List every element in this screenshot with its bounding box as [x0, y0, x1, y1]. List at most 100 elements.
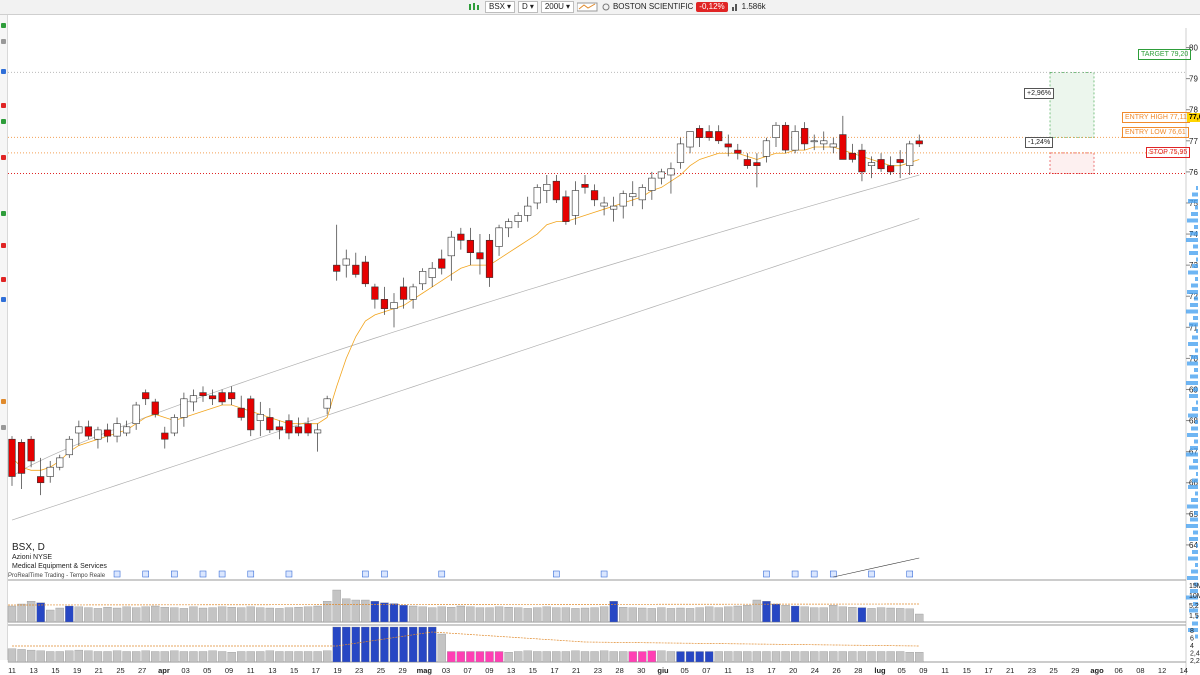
event-marker-icon: [763, 570, 770, 578]
indicator-bar: [294, 651, 303, 663]
volume-bar: [17, 603, 26, 623]
x-tick-label: 05: [203, 666, 211, 675]
settings-icon[interactable]: [602, 2, 610, 12]
axis-profile-bar: [1194, 439, 1198, 444]
symbol-timeframe: BSX, D: [12, 542, 45, 553]
candle-down: [695, 128, 704, 138]
axis-profile-bar: [1189, 465, 1198, 470]
indicator-bar: [151, 651, 160, 663]
chart-type-icon[interactable]: [468, 2, 482, 12]
volume-bar: [915, 613, 924, 623]
event-marker-icon: [438, 570, 446, 578]
price-chart[interactable]: 646566676869707172737475767778798015M10M…: [0, 14, 1200, 675]
indicator-bar: [112, 650, 122, 663]
event-marker-icon: [600, 570, 608, 578]
tool-ruler-icon[interactable]: [1, 425, 6, 430]
indicator-bar: [447, 651, 456, 663]
volume-bar: [361, 599, 370, 623]
indicator-bar: [208, 650, 217, 663]
indicator-bar: [561, 651, 571, 663]
indicator-bar: [351, 626, 360, 663]
axis-profile-bar: [1188, 199, 1198, 203]
indicator-bar: [437, 633, 446, 663]
x-tick-label: 21: [572, 666, 580, 675]
candle-up: [170, 417, 178, 434]
indicator-icon[interactable]: [576, 2, 599, 12]
tool-line-icon[interactable]: [1, 39, 6, 44]
axis-profile-bar: [1196, 257, 1198, 262]
axis-profile-bar: [1186, 595, 1198, 600]
price-tick-label: 67: [1189, 448, 1198, 457]
x-tick-label: 26: [832, 666, 840, 675]
candle-up: [667, 168, 675, 176]
volume-bar: [399, 605, 408, 623]
axis-profile-bar: [1191, 426, 1198, 431]
candle-up: [495, 227, 503, 247]
tool-alert-icon[interactable]: [1, 277, 6, 282]
tool-marker-icon[interactable]: [1, 243, 6, 248]
tool-arrow-icon[interactable]: [1, 103, 6, 108]
tool-cursor-icon[interactable]: [1, 23, 6, 28]
x-tick-label: 15: [529, 666, 537, 675]
axis-profile-bar: [1187, 433, 1198, 437]
timeframe-selector[interactable]: D ▾: [518, 1, 538, 13]
axis-profile-bar: [1189, 394, 1198, 398]
tool-fib-icon[interactable]: [1, 69, 6, 74]
left-toolbar: [0, 15, 8, 660]
x-tick-label: 25: [377, 666, 385, 675]
bars-selector[interactable]: 200U ▾: [540, 1, 574, 13]
price-tick-label: 79: [1189, 75, 1198, 84]
symbol-label: BSX: [489, 2, 506, 11]
axis-profile-bar: [1191, 283, 1198, 288]
x-tick-label: 13: [268, 666, 276, 675]
event-marker-icon: [142, 570, 149, 578]
indicator-bar: [876, 651, 886, 663]
ma-mid-line: [11, 174, 920, 477]
event-marker-icon: [218, 570, 226, 578]
x-tick-label: 03: [181, 666, 189, 675]
candle-up: [629, 193, 637, 198]
axis-profile-bar: [1191, 498, 1198, 502]
candle-down: [801, 128, 809, 145]
volume-bar: [523, 608, 532, 623]
axis-profile-bar: [1187, 576, 1198, 580]
volume-bar: [867, 608, 876, 623]
axis-profile-bar: [1189, 608, 1198, 613]
axis-profile-bar: [1188, 270, 1198, 275]
candle-up: [419, 271, 427, 285]
x-tick-label: 19: [73, 666, 81, 675]
indicator-bar: [676, 651, 685, 663]
volume-bar: [848, 607, 857, 623]
axis-profile-bar: [1192, 550, 1198, 554]
volume-bar: [237, 607, 246, 623]
candle-down: [84, 426, 92, 437]
volume-bar: [55, 607, 64, 623]
candle-up: [820, 140, 828, 145]
volume-bar: [771, 603, 781, 623]
axis-profile-bar: [1194, 582, 1198, 587]
tool-channel-icon[interactable]: [1, 211, 6, 216]
x-tick-label: 11: [247, 666, 255, 675]
candle-down: [27, 438, 35, 462]
volume-bar: [227, 607, 236, 623]
volume-bar: [657, 607, 666, 623]
candle-up: [313, 429, 322, 434]
volume-axis-label: 5,2: [1189, 603, 1199, 610]
volume-bar: [609, 601, 618, 623]
tool-target-icon[interactable]: [1, 399, 6, 404]
tool-text-icon[interactable]: [1, 297, 6, 302]
entry-high-label: ENTRY HIGH 77,11: [1122, 112, 1190, 123]
indicator-bar: [370, 626, 380, 663]
symbol-selector[interactable]: BSX ▾: [485, 1, 516, 13]
indicator-bar: [93, 651, 103, 663]
candle-up: [514, 215, 522, 222]
tool-zone-icon[interactable]: [1, 155, 6, 160]
indicator-bar: [743, 651, 752, 663]
axis-profile-bar: [1186, 381, 1198, 385]
indicator-bar: [141, 650, 150, 663]
indicator-bar: [571, 650, 580, 663]
indicator-bar: [867, 651, 876, 663]
candle-down: [858, 149, 866, 173]
tool-trend-icon[interactable]: [1, 119, 6, 124]
x-tick-label: 17: [312, 666, 320, 675]
